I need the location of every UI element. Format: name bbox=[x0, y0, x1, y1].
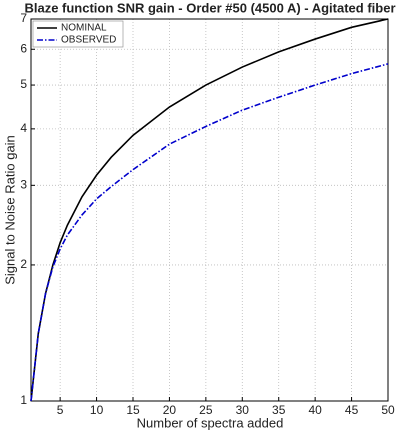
series-line bbox=[30, 63, 389, 402]
plot-frame bbox=[30, 18, 389, 402]
chart-title: Blaze function SNR gain - Order #50 (450… bbox=[24, 0, 395, 15]
x-tick-label: 40 bbox=[308, 403, 322, 417]
y-axis-label: Signal to Noise Ratio gain bbox=[2, 135, 17, 285]
y-tick-label: 1 bbox=[20, 393, 27, 407]
legend-label: OBSERVED bbox=[61, 35, 116, 46]
y-tick-label: 3 bbox=[20, 178, 27, 192]
y-tick-label: 2 bbox=[20, 257, 27, 271]
y-tick-label: 7 bbox=[20, 11, 27, 25]
x-tick-label: 25 bbox=[199, 403, 213, 417]
x-tick-label: 15 bbox=[126, 403, 140, 417]
legend-label: NOMINAL bbox=[61, 23, 107, 34]
x-tick-label: 10 bbox=[90, 403, 104, 417]
x-tick-label: 50 bbox=[381, 403, 395, 417]
x-tick-label: 35 bbox=[272, 403, 286, 417]
x-axis-label: Number of spectra added bbox=[137, 415, 284, 430]
x-tick-label: 5 bbox=[57, 403, 64, 417]
x-tick-label: 20 bbox=[163, 403, 177, 417]
y-tick-label: 6 bbox=[20, 41, 27, 55]
y-tick-label: 5 bbox=[20, 77, 27, 91]
y-tick-label: 4 bbox=[20, 121, 27, 135]
x-tick-label: 45 bbox=[345, 403, 359, 417]
series-line bbox=[30, 18, 389, 402]
legend-box bbox=[32, 20, 124, 48]
x-tick-label: 30 bbox=[236, 403, 250, 417]
